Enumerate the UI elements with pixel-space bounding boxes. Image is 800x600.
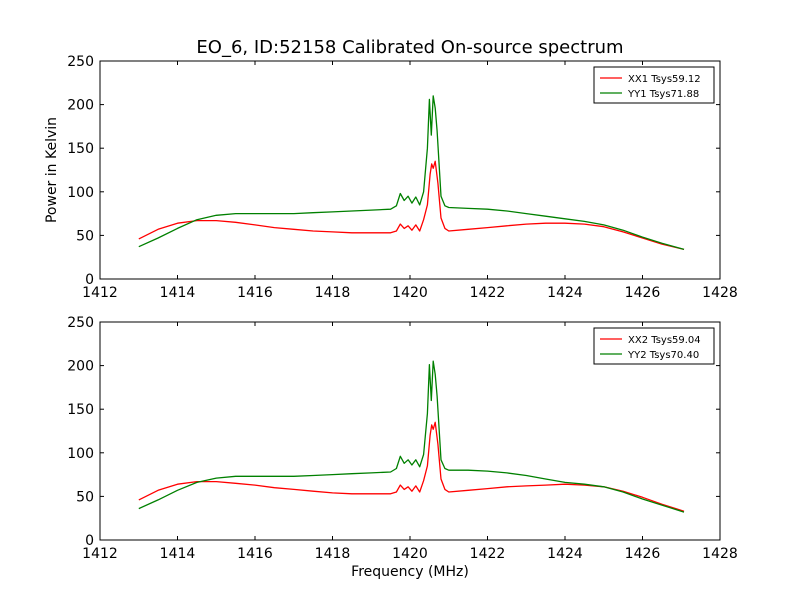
x-tick-label: 1412 <box>82 546 118 562</box>
y-axis-label: Power in Kelvin <box>44 117 60 223</box>
legend-box <box>593 327 715 365</box>
x-tick-label: 1428 <box>702 285 738 301</box>
chart-title: EO_6, ID:52158 Calibrated On-source spec… <box>196 37 623 58</box>
x-tick-label: 1416 <box>237 546 273 562</box>
x-tick-label: 1418 <box>315 285 351 301</box>
series-line-1 <box>138 421 685 512</box>
x-tick-label: 1424 <box>547 546 583 562</box>
x-tick-label: 1416 <box>237 285 273 301</box>
top-panel: 1412 1414 1416 1418 1420 1422 1424 1426 1428 0 50 1… <box>67 54 738 301</box>
series-line-2 <box>138 95 685 251</box>
legend-label-2: YY1 Tsys71.88 <box>627 89 699 100</box>
y-tick-label: 0 <box>85 272 94 288</box>
series-line-1 <box>138 160 685 251</box>
y-tick-label: 250 <box>67 54 94 70</box>
x-tick-label: 1420 <box>392 285 428 301</box>
y-tick-label: 250 <box>67 315 94 331</box>
x-tick-label: 1420 <box>392 546 428 562</box>
x-tick-label: 1414 <box>160 546 196 562</box>
x-tick-label: 1414 <box>160 285 196 301</box>
y-tick-label: 100 <box>67 446 94 462</box>
x-tick-label: 1428 <box>702 546 738 562</box>
y-tick-label: 150 <box>67 141 94 157</box>
legend-box <box>593 66 715 104</box>
series-line-2 <box>138 360 685 513</box>
x-tick-label: 1422 <box>470 285 506 301</box>
y-tick-label: 200 <box>67 359 94 375</box>
y-tick-label: 100 <box>67 185 94 201</box>
x-axis-label: Frequency (MHz) <box>351 564 469 580</box>
x-tick-label: 1426 <box>625 546 661 562</box>
legend-label-1: XX2 Tsys59.04 <box>628 335 701 346</box>
bottom-panel: 1412 1414 1416 1418 1420 1422 1424 1426 1428 0 50 1… <box>67 315 738 562</box>
y-tick-label: 200 <box>67 98 94 114</box>
x-tick-label: 1426 <box>625 285 661 301</box>
y-tick-label: 0 <box>85 533 94 549</box>
x-tick-label: 1412 <box>82 285 118 301</box>
x-tick-label: 1418 <box>315 546 351 562</box>
legend-label-1: XX1 Tsys59.12 <box>628 74 701 85</box>
legend-label-2: YY2 Tsys70.40 <box>627 350 699 361</box>
y-tick-label: 50 <box>76 228 94 244</box>
y-tick-label: 150 <box>67 402 94 418</box>
x-tick-label: 1422 <box>470 546 506 562</box>
x-tick-label: 1424 <box>547 285 583 301</box>
y-tick-label: 50 <box>76 489 94 505</box>
